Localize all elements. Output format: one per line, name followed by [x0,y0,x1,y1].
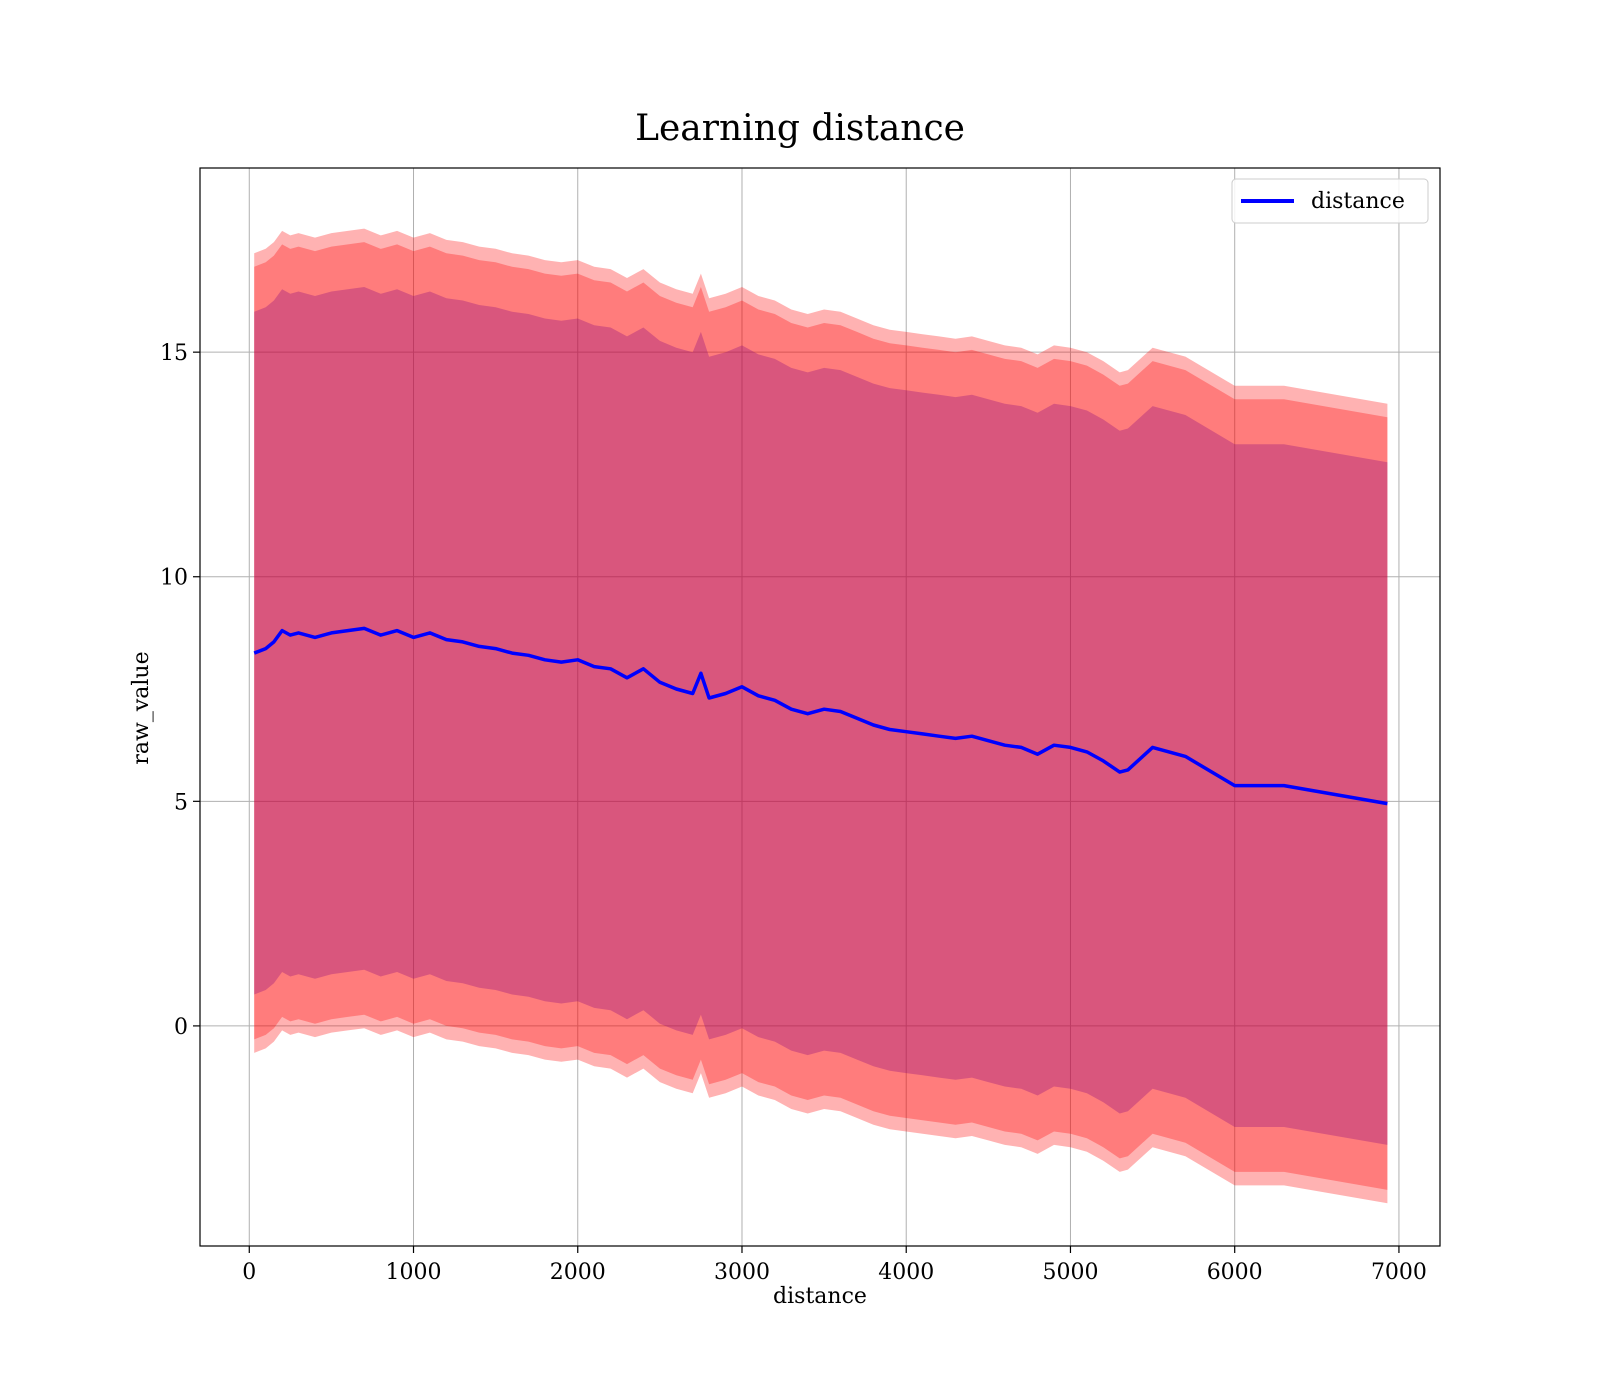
series-line-distance [253,626,1388,806]
y-tick-label: 5 [174,790,188,815]
x-tick-label: 1000 [386,1260,442,1285]
series-lines [253,626,1388,806]
x-tick-label: 6000 [1207,1260,1263,1285]
confidence-bands [254,228,1388,1204]
x-tick-label: 2000 [550,1260,606,1285]
grid [200,168,1440,1246]
legend-label-distance: distance [1311,189,1405,214]
chart-title: Learning distance [635,108,965,149]
band-inner [254,287,1388,1145]
x-tick-label: 7000 [1371,1260,1427,1285]
x-tick-label: 4000 [878,1260,934,1285]
y-tick-label: 15 [160,341,188,366]
x-axis-label: distance [773,1284,867,1309]
band-middle [254,242,1388,1190]
axis-ticks: 0 1000 2000 3000 4000 5000 6000 7000 0 5 10 15 [160,341,1427,1285]
x-tick-label: 5000 [1042,1260,1098,1285]
legend: distance [1231,178,1429,224]
legend-box [1231,178,1429,224]
band-outer [254,228,1388,1204]
x-tick-label: 0 [242,1260,256,1285]
y-axis-label: raw_value [129,651,154,764]
plot-frame [199,167,1441,1247]
x-tick-label: 3000 [714,1260,770,1285]
y-tick-label: 0 [174,1015,188,1040]
y-tick-label: 10 [160,566,188,591]
